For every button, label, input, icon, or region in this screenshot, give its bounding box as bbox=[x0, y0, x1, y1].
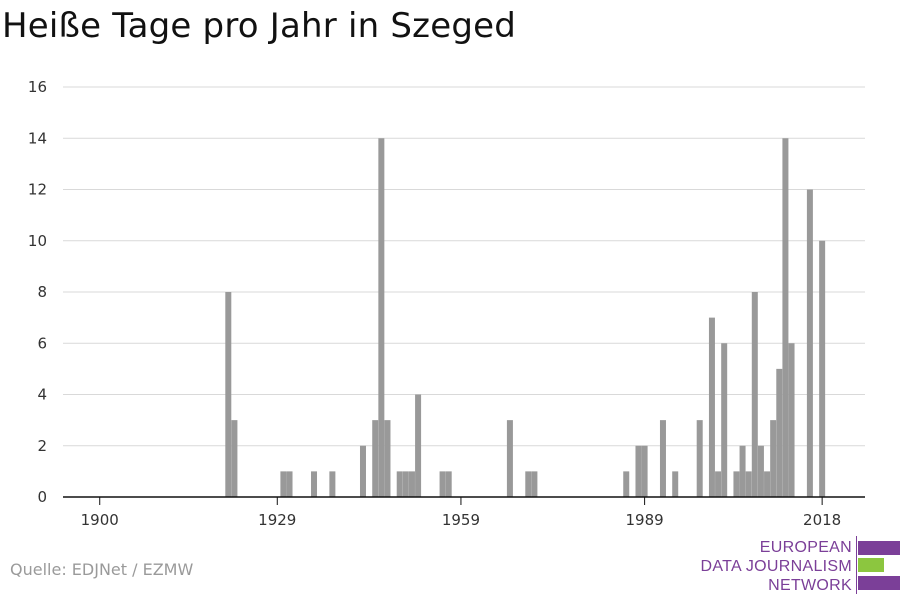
chart-title: Heiße Tage pro Jahr in Szeged bbox=[2, 6, 517, 46]
bar-1994 bbox=[672, 471, 679, 497]
bar-1946 bbox=[378, 138, 385, 497]
bar-1930 bbox=[280, 471, 287, 497]
logo-bar-top bbox=[858, 541, 900, 555]
bar-2018 bbox=[819, 240, 826, 497]
bar-1945 bbox=[372, 420, 379, 497]
bar-2009 bbox=[764, 471, 771, 497]
x-tick-label: 2018 bbox=[803, 511, 841, 529]
y-tick-label: 6 bbox=[37, 334, 47, 352]
y-tick-label: 8 bbox=[37, 283, 47, 301]
edjnet-logo: EUROPEAN DATA JOURNALISM NETWORK bbox=[700, 536, 900, 596]
bar-1951 bbox=[408, 471, 415, 497]
bar-1943 bbox=[359, 445, 366, 497]
y-tick-label: 4 bbox=[37, 386, 47, 404]
x-tick-label: 1989 bbox=[626, 511, 664, 529]
y-tick-label: 12 bbox=[28, 181, 47, 199]
bar-2004 bbox=[733, 471, 740, 497]
source-note: Quelle: EDJNet / EZMW bbox=[10, 560, 194, 579]
bar-2002 bbox=[721, 343, 728, 497]
bar-2006 bbox=[745, 471, 752, 497]
bar-1931 bbox=[286, 471, 293, 497]
bar-1922 bbox=[231, 420, 238, 497]
bar-1935 bbox=[311, 471, 318, 497]
logo-text: EUROPEAN DATA JOURNALISM NETWORK bbox=[701, 538, 852, 595]
logo-bar-middle bbox=[858, 558, 884, 572]
bar-2010 bbox=[770, 420, 777, 497]
bar-2007 bbox=[751, 292, 758, 497]
bars bbox=[225, 138, 826, 497]
x-tick-label: 1929 bbox=[258, 511, 296, 529]
bar-1998 bbox=[696, 420, 703, 497]
bar-1950 bbox=[402, 471, 409, 497]
y-tick-label: 0 bbox=[37, 488, 47, 506]
bar-2011 bbox=[776, 368, 783, 497]
x-tick-label: 1900 bbox=[81, 511, 119, 529]
bar-2001 bbox=[715, 471, 722, 497]
bar-1992 bbox=[659, 420, 666, 497]
bar-1938 bbox=[329, 471, 336, 497]
bar-2000 bbox=[708, 317, 715, 497]
y-tick-label: 2 bbox=[37, 437, 47, 455]
logo-bar-bottom bbox=[858, 576, 900, 590]
x-axis-labels: 1900 1929 1959 1989 2018 bbox=[81, 511, 842, 529]
bar-2013 bbox=[788, 343, 795, 497]
bar-1956 bbox=[439, 471, 446, 497]
bar-2016 bbox=[806, 189, 813, 497]
bar-1988 bbox=[635, 445, 642, 497]
bar-1989 bbox=[641, 445, 648, 497]
bar-1957 bbox=[445, 471, 452, 497]
grid-lines bbox=[63, 86, 865, 447]
x-tick-label: 1959 bbox=[442, 511, 480, 529]
logo-divider bbox=[856, 536, 857, 594]
logo-line-data-journalism: DATA JOURNALISM bbox=[700, 558, 852, 575]
logo-line-european: EUROPEAN bbox=[759, 539, 852, 556]
bar-1970 bbox=[525, 471, 532, 497]
bar-1967 bbox=[506, 420, 513, 497]
bar-1949 bbox=[396, 471, 403, 497]
y-axis-labels: 0 2 4 6 8 10 12 14 16 bbox=[28, 78, 47, 506]
bar-1921 bbox=[225, 292, 232, 497]
axes bbox=[63, 496, 865, 505]
bar-1971 bbox=[531, 471, 538, 497]
logo-line-network: NETWORK bbox=[768, 577, 852, 594]
bar-2008 bbox=[757, 445, 764, 497]
bar-2012 bbox=[782, 138, 789, 497]
y-tick-label: 14 bbox=[28, 129, 47, 147]
bar-1947 bbox=[384, 420, 391, 497]
bar-1952 bbox=[415, 394, 422, 497]
bar-1986 bbox=[623, 471, 630, 497]
y-tick-label: 10 bbox=[28, 232, 47, 250]
bar-2005 bbox=[739, 445, 746, 497]
y-tick-label: 16 bbox=[28, 78, 47, 96]
